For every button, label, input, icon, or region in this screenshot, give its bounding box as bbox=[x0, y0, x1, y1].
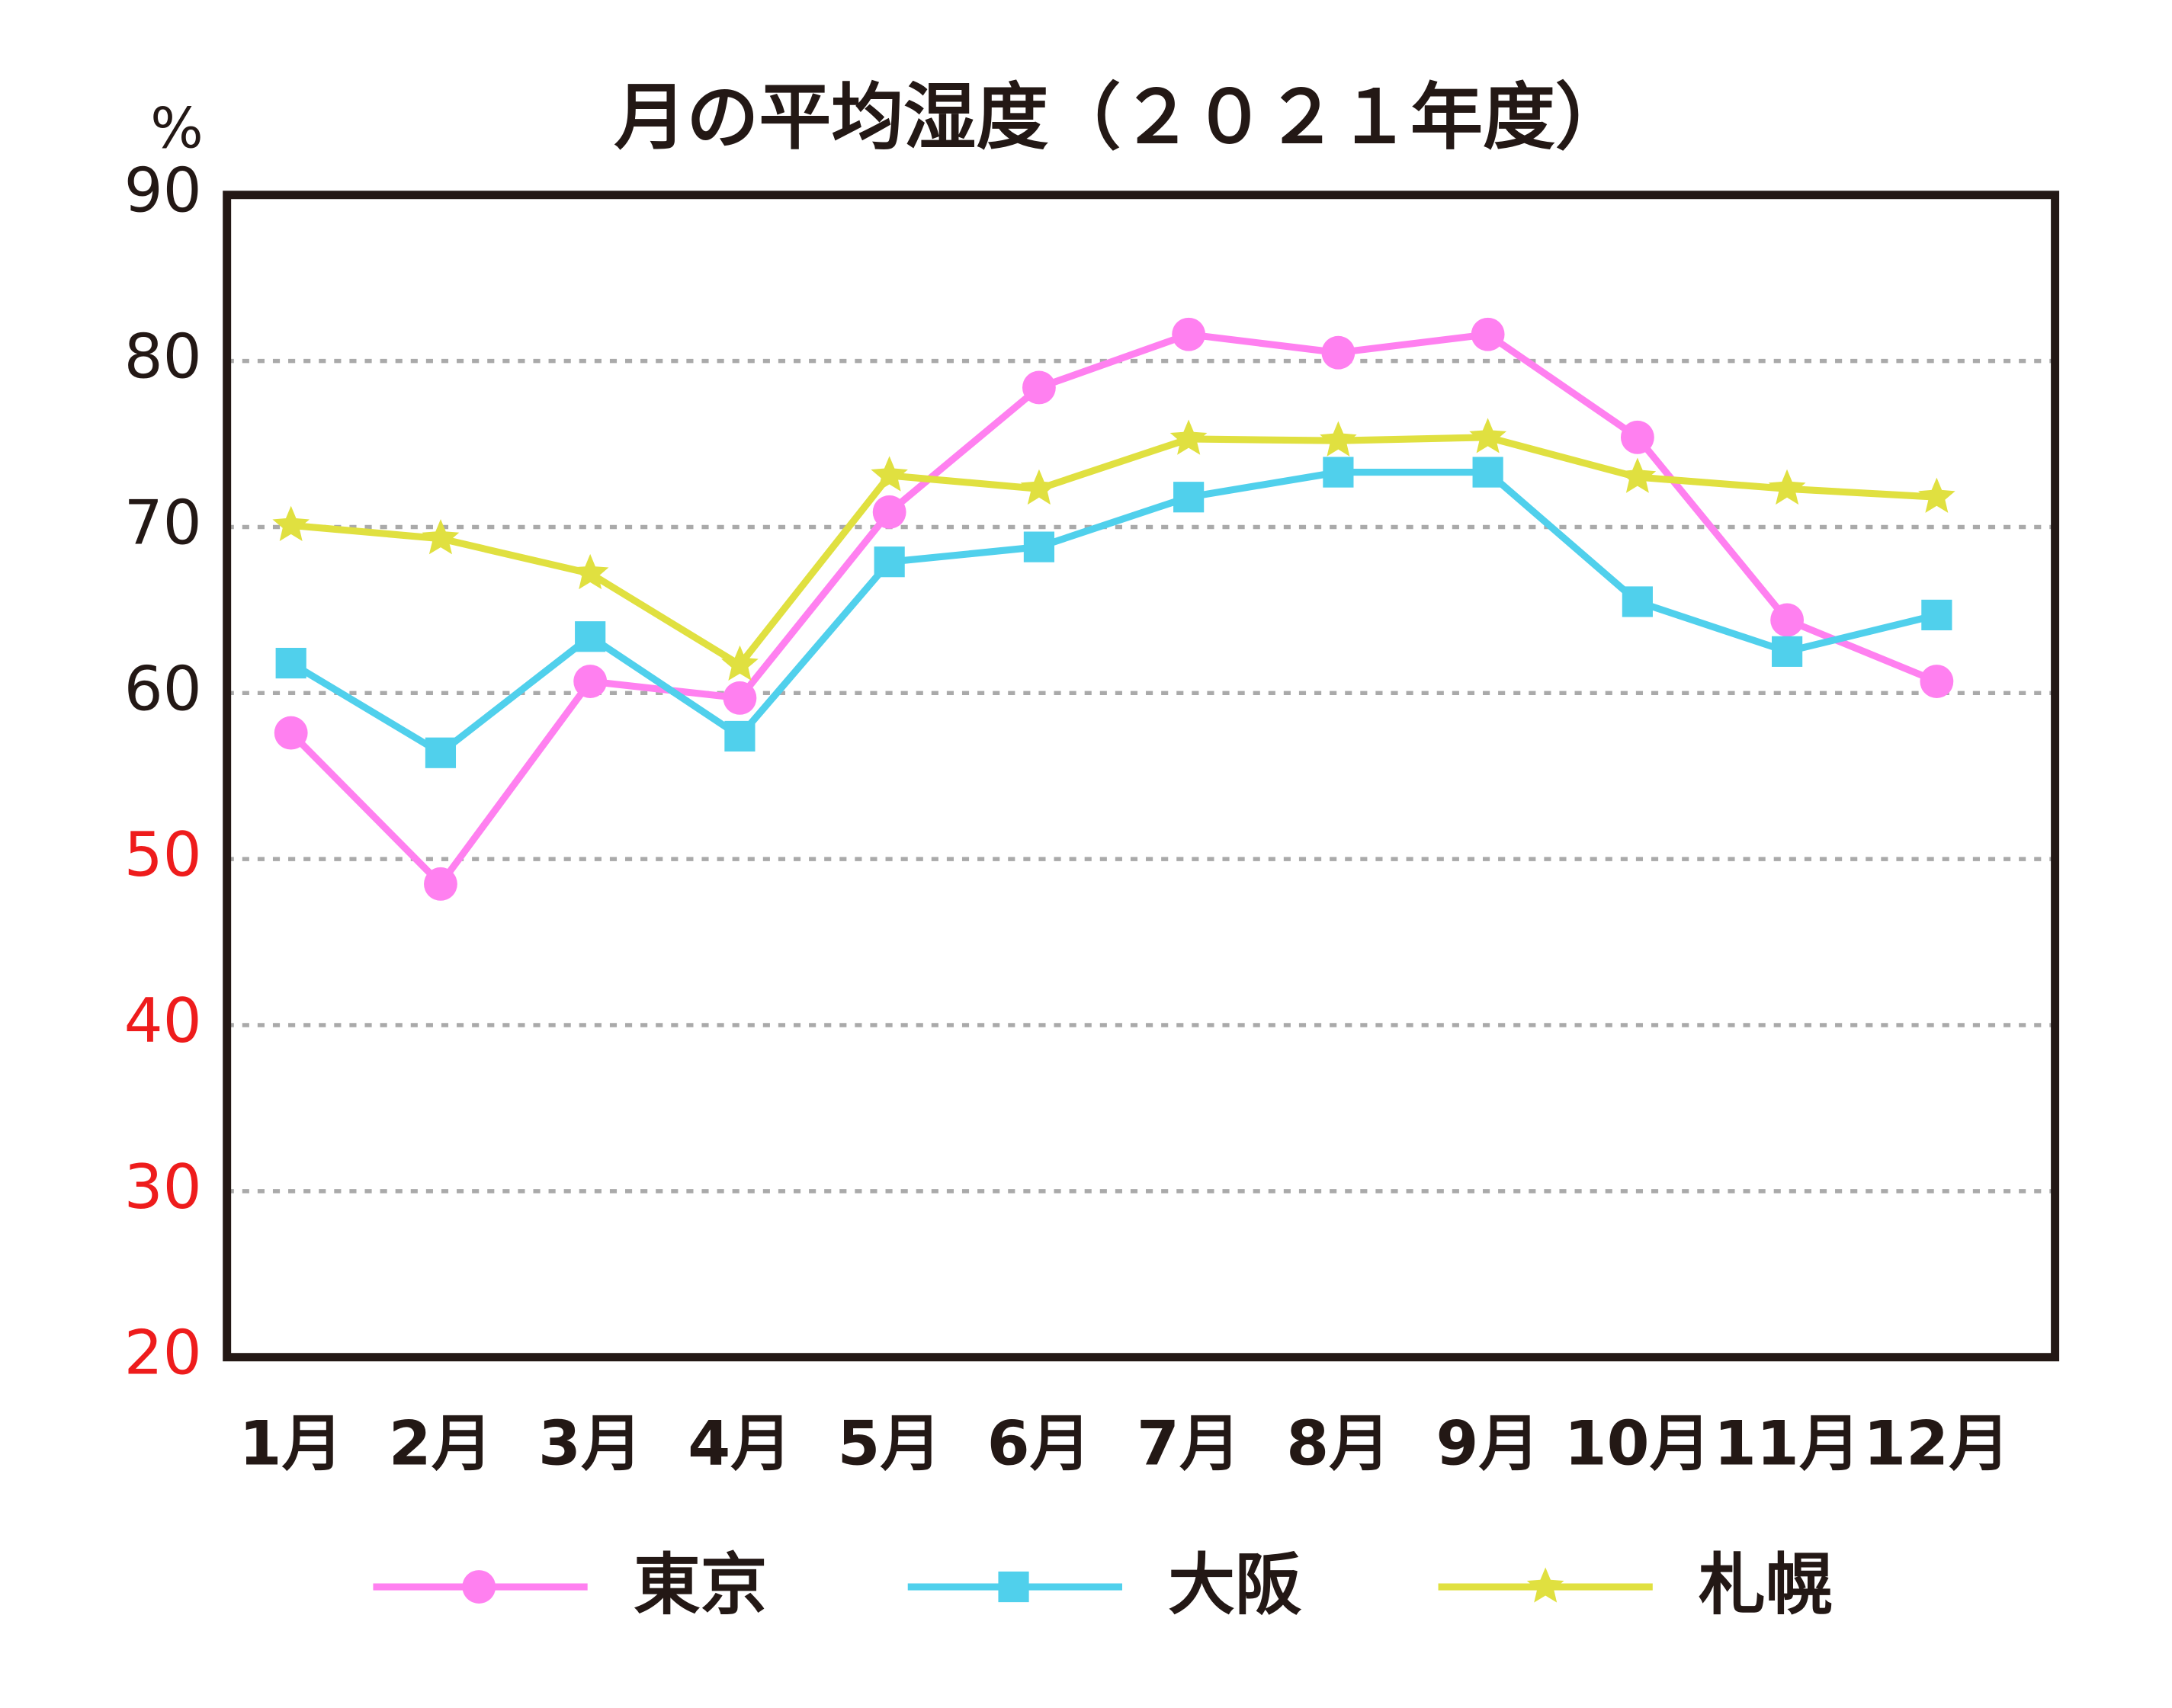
y-tick-label: 40 bbox=[124, 985, 202, 1056]
data-point bbox=[571, 553, 609, 590]
data-point bbox=[1622, 586, 1653, 617]
legend-label: 札幌 bbox=[1699, 1546, 1832, 1624]
data-point bbox=[1472, 457, 1503, 488]
x-tick-label: 8月 bbox=[1286, 1407, 1390, 1479]
data-point bbox=[1169, 419, 1208, 455]
data-point bbox=[1173, 482, 1205, 513]
data-point bbox=[872, 495, 906, 529]
data-point bbox=[724, 720, 756, 752]
y-tick-label: 80 bbox=[124, 321, 202, 393]
legend-label: 大阪 bbox=[1168, 1546, 1302, 1624]
data-point bbox=[871, 456, 908, 492]
data-point bbox=[1323, 457, 1354, 488]
y-tick-label: 20 bbox=[124, 1317, 202, 1389]
y-tick-label: 70 bbox=[124, 486, 202, 558]
y-tick-label: 60 bbox=[124, 652, 202, 724]
y-axis-label: % bbox=[150, 97, 203, 162]
legend-marker bbox=[462, 1570, 496, 1604]
data-point bbox=[575, 621, 606, 652]
x-tick-label: 6月 bbox=[987, 1407, 1091, 1479]
legend-label: 東京 bbox=[634, 1546, 767, 1624]
data-point bbox=[723, 681, 757, 715]
legend-marker bbox=[998, 1571, 1029, 1603]
data-point bbox=[275, 648, 306, 679]
data-point bbox=[1921, 599, 1952, 631]
data-point bbox=[874, 546, 905, 578]
x-tick-label: 5月 bbox=[838, 1407, 942, 1479]
data-point bbox=[1768, 469, 1806, 505]
x-tick-label: 11月 bbox=[1714, 1407, 1860, 1479]
x-tick-label: 4月 bbox=[688, 1407, 791, 1479]
data-point bbox=[1918, 477, 1955, 513]
data-point bbox=[573, 665, 608, 698]
y-tick-label: 30 bbox=[124, 1151, 202, 1223]
data-point bbox=[274, 716, 308, 750]
data-point bbox=[1469, 418, 1507, 453]
x-tick-label: 3月 bbox=[538, 1407, 642, 1479]
data-point bbox=[1620, 420, 1654, 454]
data-point bbox=[1172, 317, 1206, 351]
data-point bbox=[1023, 531, 1054, 562]
data-point bbox=[1022, 370, 1056, 405]
series-line bbox=[288, 331, 1939, 888]
data-point bbox=[425, 737, 457, 768]
data-point bbox=[1471, 317, 1505, 351]
series-line bbox=[290, 434, 1937, 668]
data-point bbox=[1321, 335, 1355, 370]
plot-frame bbox=[223, 191, 2060, 1362]
data-point bbox=[1920, 665, 1954, 698]
x-tick-label: 7月 bbox=[1137, 1407, 1240, 1479]
x-tick-label: 9月 bbox=[1436, 1407, 1540, 1479]
x-tick-label: 2月 bbox=[389, 1407, 492, 1479]
x-tick-label: 1月 bbox=[239, 1407, 343, 1479]
data-point bbox=[422, 519, 460, 555]
data-point bbox=[272, 505, 310, 541]
data-point bbox=[1020, 469, 1058, 505]
chart-title: 月の平均湿度（２０２１年度） bbox=[614, 76, 1627, 160]
x-tick-label: 12月 bbox=[1863, 1407, 2010, 1479]
data-point bbox=[424, 867, 457, 901]
y-tick-label: 90 bbox=[124, 155, 202, 226]
data-point bbox=[1619, 457, 1657, 493]
series-line bbox=[289, 468, 1938, 757]
data-point bbox=[721, 645, 759, 681]
x-tick-label: 10月 bbox=[1564, 1407, 1711, 1479]
data-point bbox=[1320, 421, 1357, 457]
y-tick-label: 50 bbox=[124, 819, 202, 890]
data-point bbox=[1770, 603, 1805, 637]
data-point bbox=[1772, 636, 1803, 667]
legend-marker bbox=[1526, 1567, 1564, 1603]
